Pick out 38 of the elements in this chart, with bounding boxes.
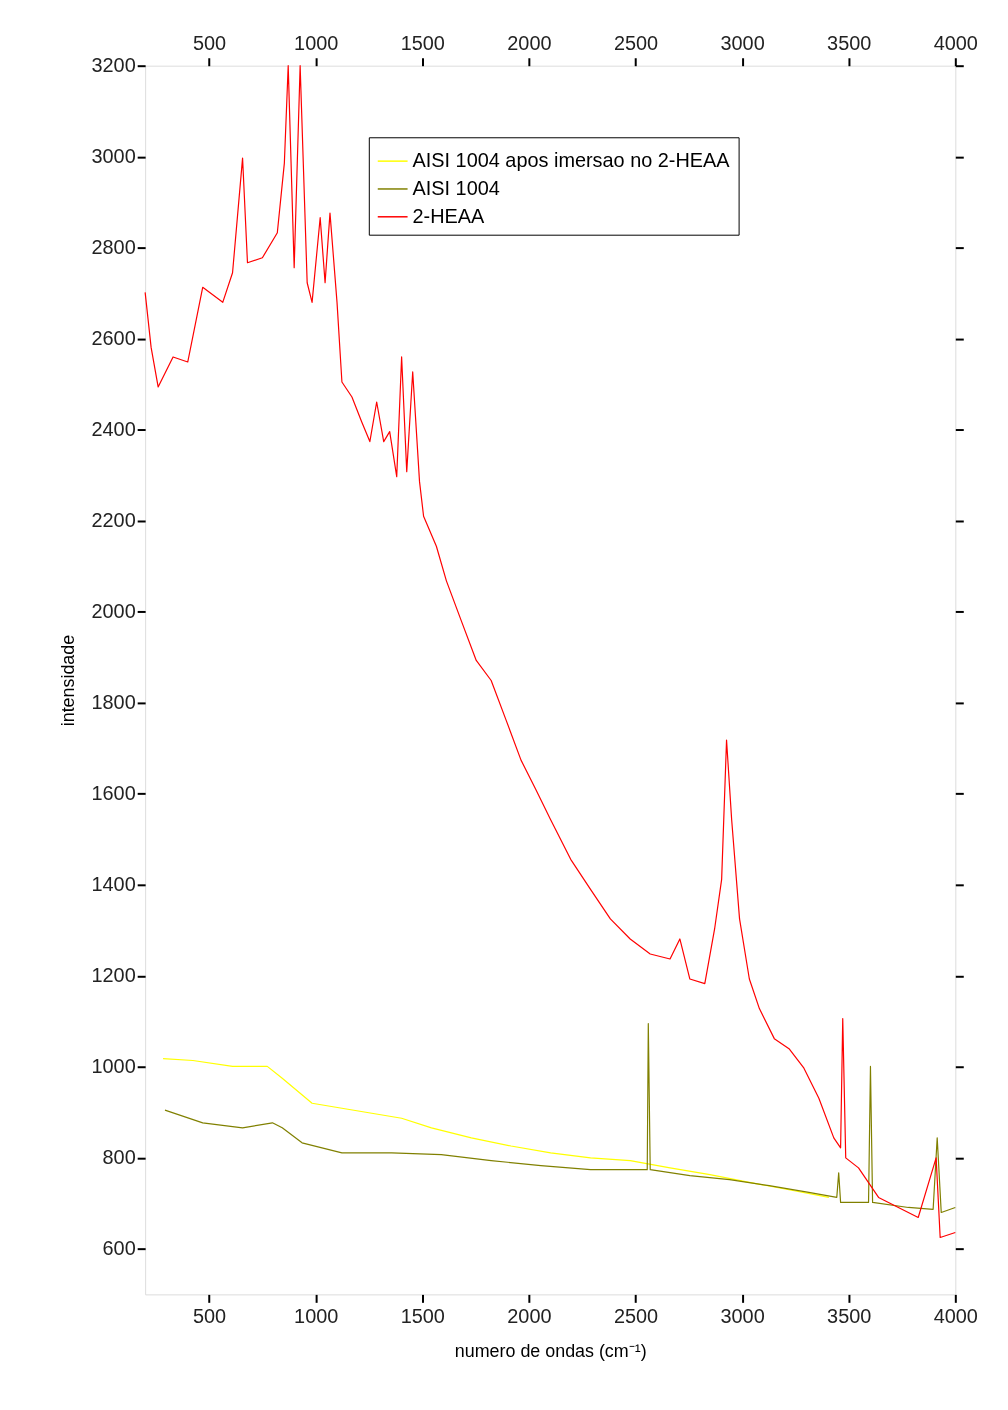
y-tick-label: 800 xyxy=(102,1146,136,1169)
y-tick-label: 1200 xyxy=(91,964,136,987)
x2-tick-label: 4000 xyxy=(933,32,978,55)
legend-label: 2-HEAA xyxy=(412,204,486,227)
y-tick-label: 3000 xyxy=(91,145,136,168)
y-tick-label: 2800 xyxy=(91,236,136,259)
line-series xyxy=(162,1058,830,1199)
x-tick-label: 2000 xyxy=(507,1304,552,1327)
legend-label: AISI 1004 apos imersao no 2-HEAA xyxy=(412,149,731,172)
x2-tick-label: 3500 xyxy=(827,32,872,55)
x2-tick-label: 2000 xyxy=(507,32,552,55)
x2-tick-label: 3000 xyxy=(720,32,765,55)
y-tick-label: 600 xyxy=(102,1237,136,1260)
x2-tick-label: 1000 xyxy=(294,32,339,55)
x-tick-label: 4000 xyxy=(933,1304,978,1327)
y-tick-label: 1800 xyxy=(91,691,136,714)
y-tick-label: 3200 xyxy=(91,54,136,77)
x2-tick-label: 1500 xyxy=(400,32,445,55)
y-axis-title: intensidade xyxy=(57,634,78,727)
y-tick-label: 2000 xyxy=(91,600,136,623)
y-tick-label: 2400 xyxy=(91,418,136,441)
x-tick-label: 500 xyxy=(193,1304,227,1327)
x-tick-label: 1500 xyxy=(400,1304,445,1327)
y-tick-label: 2200 xyxy=(91,509,136,532)
y-tick-label: 1400 xyxy=(91,873,136,896)
x-axis-title: numero de ondas (cm⁻¹) xyxy=(454,1340,647,1361)
x-tick-label: 1000 xyxy=(294,1304,339,1327)
x-tick-label: 3500 xyxy=(827,1304,872,1327)
legend-label: AISI 1004 xyxy=(412,176,500,199)
y-tick-label: 2600 xyxy=(91,327,136,350)
y-tick-label: 1600 xyxy=(91,782,136,805)
x2-tick-label: 500 xyxy=(193,32,227,55)
x-tick-label: 2500 xyxy=(613,1304,659,1327)
line-series xyxy=(144,65,956,1239)
x-tick-label: 3000 xyxy=(720,1304,765,1327)
x2-tick-label: 2500 xyxy=(613,32,659,55)
y-tick-label: 1000 xyxy=(91,1055,136,1078)
line-series xyxy=(164,1023,956,1214)
